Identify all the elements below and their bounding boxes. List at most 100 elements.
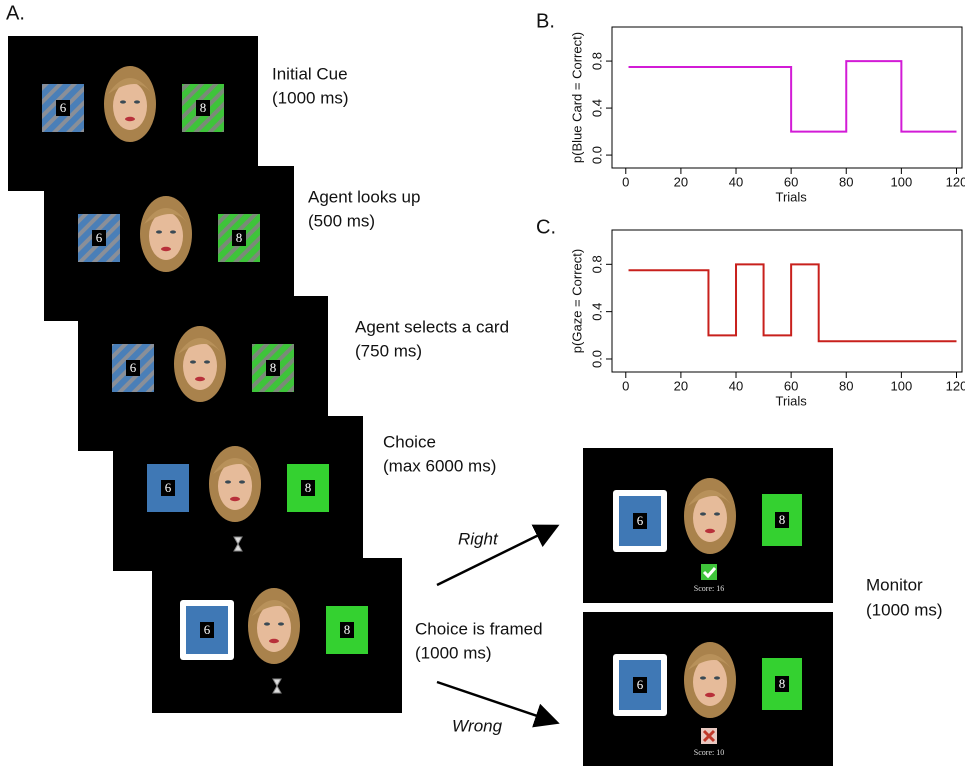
outcome-label: Right (458, 529, 499, 548)
step-duration: (750 ms) (355, 341, 422, 360)
card-number-box (56, 100, 70, 116)
x-tick-label: 20 (674, 174, 688, 189)
y-tick-label: 0.4 (589, 303, 604, 321)
step-duration: (500 ms) (308, 211, 375, 230)
card-number-box (340, 622, 354, 638)
plot-frame (611, 26, 963, 169)
eye (700, 512, 706, 516)
x-tick-label: 0 (622, 174, 629, 189)
lips (230, 496, 240, 502)
outcome-label: Wrong (452, 716, 503, 735)
card-number-box (196, 100, 210, 116)
x-tick-label: 60 (784, 378, 798, 393)
lips (125, 116, 135, 122)
step-title: Choice (383, 432, 436, 451)
hair-fringe (252, 600, 296, 616)
hourglass (233, 536, 243, 552)
card-number-box (161, 480, 175, 496)
panel-label: B. (536, 10, 555, 32)
lips (269, 638, 279, 644)
y-tick-label: 0.0 (589, 146, 604, 164)
lips (195, 376, 205, 382)
x-tick-label: 40 (729, 378, 743, 393)
hourglass (272, 678, 282, 694)
hair-fringe (688, 654, 732, 670)
x-tick-label: 120 (946, 174, 965, 189)
eye (700, 676, 706, 680)
eye (264, 622, 270, 626)
x-tick-label: 0 (622, 378, 629, 393)
x-tick-label: 40 (729, 174, 743, 189)
monitor-duration: (1000 ms) (866, 600, 943, 619)
card-number-box (232, 230, 246, 246)
arrow (436, 524, 560, 587)
face (149, 212, 183, 260)
card-number: 8 (270, 360, 277, 375)
score: Score: 16 (694, 584, 724, 593)
panel-label: C. (536, 216, 556, 238)
card-number-box (92, 230, 106, 246)
hair-fringe (688, 490, 732, 506)
lips (161, 246, 171, 252)
eye (714, 512, 720, 516)
y-tick-label: 0.0 (589, 350, 604, 368)
feedback-mark (702, 567, 717, 579)
plot-frame (611, 229, 963, 373)
x-axis-label: Trials (775, 393, 807, 408)
eye (225, 480, 231, 484)
feedback-icon (701, 564, 717, 580)
x-tick-label: 120 (946, 378, 965, 393)
step-title: Choice is framed (415, 619, 543, 638)
card-number-box (775, 512, 789, 528)
card-number-box (301, 480, 315, 496)
eye (190, 360, 196, 364)
card-number-box (633, 677, 647, 693)
eye (278, 622, 284, 626)
eye (120, 100, 126, 104)
y-tick-label: 0.4 (589, 99, 604, 117)
face (693, 658, 727, 706)
card-number: 8 (200, 100, 207, 115)
monitor-title: Monitor (866, 575, 923, 594)
eye (134, 100, 140, 104)
step-title: Agent looks up (308, 187, 420, 206)
card-number-box (126, 360, 140, 376)
hair-fringe (108, 78, 152, 94)
panel-label: A. (6, 2, 25, 24)
x-tick-label: 100 (891, 174, 913, 189)
eye (170, 230, 176, 234)
step-duration: (1000 ms) (415, 643, 492, 662)
face (693, 494, 727, 542)
card-number: 8 (779, 676, 786, 691)
x-tick-label: 100 (891, 378, 913, 393)
y-tick-label: 0.8 (589, 52, 604, 70)
lips (705, 528, 715, 534)
card-number-box (266, 360, 280, 376)
step-title: Initial Cue (272, 64, 348, 83)
x-tick-label: 80 (839, 378, 853, 393)
card-number: 6 (204, 622, 211, 637)
lips (705, 692, 715, 698)
eye (204, 360, 210, 364)
x-axis-label: Trials (775, 189, 807, 204)
x-tick-label: 60 (784, 174, 798, 189)
y-tick-label: 0.8 (589, 255, 604, 273)
data-line (628, 60, 957, 133)
arrow (436, 680, 560, 728)
card-number: 6 (637, 513, 644, 528)
hair-fringe (144, 208, 188, 224)
face (257, 604, 291, 652)
card-number: 8 (305, 480, 312, 495)
step-duration: (1000 ms) (272, 88, 349, 107)
y-axis-label: p(Blue Card = Correct) (569, 32, 584, 163)
card-number-box (633, 513, 647, 529)
step-duration: (max 6000 ms) (383, 456, 496, 475)
card-number: 6 (637, 677, 644, 692)
eye (156, 230, 162, 234)
card-number: 6 (165, 480, 172, 495)
card-number-box (775, 676, 789, 692)
face (218, 462, 252, 510)
score: Score: 10 (694, 748, 724, 757)
y-axis-label: p(Gaze = Correct) (569, 249, 584, 353)
